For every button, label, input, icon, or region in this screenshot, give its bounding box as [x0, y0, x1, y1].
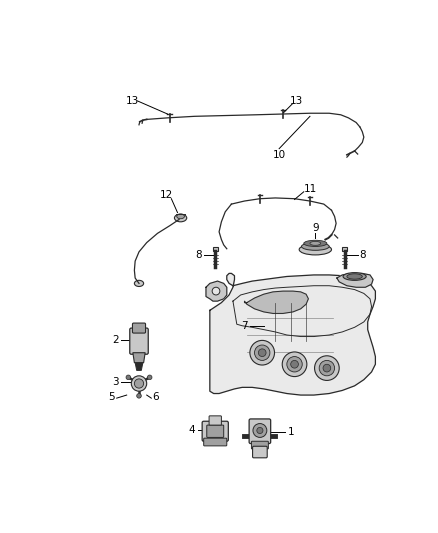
Polygon shape [206, 281, 227, 301]
Ellipse shape [310, 241, 321, 245]
Text: 11: 11 [304, 184, 317, 193]
Text: 12: 12 [159, 190, 173, 200]
Circle shape [126, 375, 131, 379]
Circle shape [314, 356, 339, 381]
Circle shape [253, 424, 267, 438]
Text: 10: 10 [272, 150, 286, 160]
Text: 1: 1 [287, 427, 294, 437]
Ellipse shape [174, 214, 187, 222]
FancyBboxPatch shape [249, 419, 271, 443]
Circle shape [137, 393, 141, 398]
Ellipse shape [343, 273, 366, 280]
Ellipse shape [299, 244, 332, 255]
Circle shape [291, 360, 298, 368]
Ellipse shape [301, 243, 329, 251]
Bar [213, 247, 218, 251]
Circle shape [250, 341, 275, 365]
Polygon shape [244, 291, 308, 313]
Ellipse shape [134, 280, 144, 287]
Circle shape [212, 287, 220, 295]
Circle shape [282, 352, 307, 377]
Circle shape [131, 376, 147, 391]
Polygon shape [337, 273, 373, 287]
Circle shape [323, 364, 331, 372]
Text: 13: 13 [290, 96, 303, 106]
FancyBboxPatch shape [130, 328, 148, 354]
Text: 13: 13 [126, 96, 139, 106]
FancyBboxPatch shape [251, 441, 268, 449]
Circle shape [257, 427, 263, 433]
Circle shape [287, 357, 302, 372]
Text: 9: 9 [312, 223, 319, 233]
FancyBboxPatch shape [132, 323, 145, 333]
Ellipse shape [347, 274, 362, 279]
FancyBboxPatch shape [207, 425, 224, 438]
FancyBboxPatch shape [204, 438, 227, 446]
Text: 8: 8 [195, 250, 201, 260]
Polygon shape [135, 363, 143, 370]
Text: 4: 4 [189, 425, 195, 435]
FancyBboxPatch shape [253, 446, 267, 458]
Ellipse shape [177, 214, 184, 219]
Circle shape [134, 379, 144, 388]
Text: 7: 7 [241, 321, 248, 331]
Circle shape [319, 360, 335, 376]
Circle shape [258, 349, 266, 357]
Bar [342, 247, 347, 251]
Text: 8: 8 [359, 250, 366, 260]
Text: 5: 5 [108, 392, 115, 401]
Text: 3: 3 [113, 377, 119, 387]
Ellipse shape [304, 240, 327, 246]
FancyBboxPatch shape [209, 416, 221, 425]
Polygon shape [133, 353, 145, 363]
Text: 2: 2 [113, 335, 119, 345]
Circle shape [147, 375, 152, 379]
FancyBboxPatch shape [202, 421, 228, 441]
Circle shape [254, 345, 270, 360]
Text: 6: 6 [152, 392, 159, 401]
Polygon shape [210, 273, 375, 395]
